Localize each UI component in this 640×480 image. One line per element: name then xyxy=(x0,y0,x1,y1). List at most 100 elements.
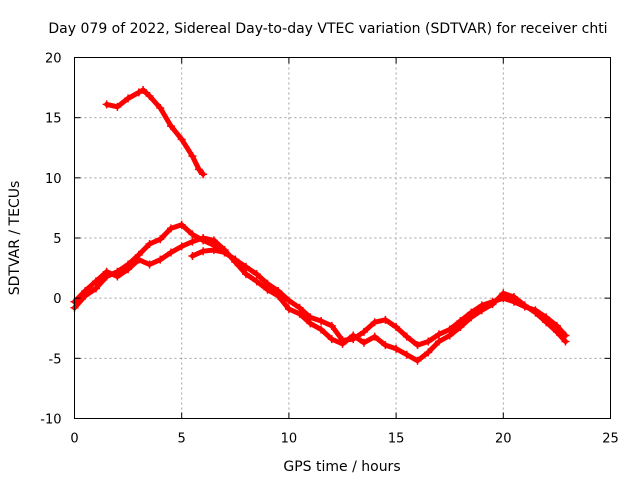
data-point xyxy=(445,331,454,340)
data-point xyxy=(434,337,443,346)
data-point xyxy=(306,319,315,328)
data-point xyxy=(166,122,175,131)
data-point xyxy=(402,350,411,359)
data-point xyxy=(263,285,272,294)
data-point xyxy=(284,304,293,313)
data-point xyxy=(166,224,175,233)
series-arc-4 xyxy=(188,246,240,264)
data-point xyxy=(102,267,111,276)
data-point xyxy=(413,341,422,350)
y-tick-label: 15 xyxy=(45,112,62,127)
chart-title: Day 079 of 2022, Sidereal Day-to-day VTE… xyxy=(48,21,607,37)
data-point xyxy=(359,338,368,347)
axis-ticks: 0 5 10 15 20 25 -10 -5 0 5 10 15 20 xyxy=(40,52,619,447)
y-tick-label: -10 xyxy=(40,413,61,428)
data-point xyxy=(242,262,251,271)
data-point xyxy=(456,323,465,332)
data-point xyxy=(477,306,486,315)
x-tick-label: 0 xyxy=(70,432,78,447)
data-point xyxy=(434,330,443,339)
data-point xyxy=(520,301,529,310)
data-point xyxy=(113,102,122,111)
data-point xyxy=(370,332,379,341)
data-point xyxy=(242,270,251,279)
data-point xyxy=(392,323,401,332)
data-point xyxy=(156,104,165,113)
data-point xyxy=(231,255,240,264)
data-point xyxy=(349,331,358,340)
data-point xyxy=(381,341,390,350)
data-point xyxy=(370,318,379,327)
data-point xyxy=(381,315,390,324)
data-point xyxy=(338,339,347,348)
x-tick-label: 20 xyxy=(495,432,512,447)
x-tick-label: 5 xyxy=(178,432,186,447)
data-point xyxy=(113,272,122,281)
data-point xyxy=(188,152,197,161)
y-tick-label: 0 xyxy=(53,292,61,307)
data-point xyxy=(359,327,368,336)
data-point xyxy=(424,337,433,346)
y-tick-label: -5 xyxy=(49,352,62,367)
data-point xyxy=(134,255,143,264)
data-point xyxy=(327,335,336,344)
data-point xyxy=(188,230,197,239)
x-tick-label: 15 xyxy=(388,432,405,447)
series-arc-1 xyxy=(102,85,208,179)
data-point xyxy=(392,344,401,353)
series-arc-3 xyxy=(70,234,570,365)
data-point xyxy=(145,260,154,269)
data-point xyxy=(188,252,197,261)
data-point xyxy=(327,321,336,330)
data-point xyxy=(561,337,570,346)
data-point xyxy=(145,240,154,249)
series-trace xyxy=(104,87,206,177)
data-point xyxy=(124,94,133,103)
data-point xyxy=(91,284,100,293)
data-point xyxy=(252,270,261,279)
grid xyxy=(74,57,611,419)
data-points xyxy=(70,85,570,365)
data-point xyxy=(177,242,186,251)
data-point xyxy=(81,286,90,295)
data-point xyxy=(274,291,283,300)
y-axis-label: SDTVAR / TECUs xyxy=(7,181,23,296)
data-point xyxy=(177,220,186,229)
data-point xyxy=(145,92,154,101)
x-axis-label: GPS time / hours xyxy=(283,459,400,475)
data-point xyxy=(424,348,433,357)
data-point xyxy=(199,234,208,242)
x-tick-label: 10 xyxy=(281,432,298,447)
data-point xyxy=(156,255,165,264)
data-point xyxy=(510,292,519,301)
y-tick-label: 20 xyxy=(45,52,62,67)
data-point xyxy=(402,332,411,341)
data-point xyxy=(209,246,218,255)
data-point xyxy=(156,235,165,244)
data-point xyxy=(413,356,422,365)
data-point xyxy=(295,309,304,318)
x-tick-label: 25 xyxy=(602,432,619,447)
data-point xyxy=(91,277,100,286)
data-point xyxy=(284,296,293,305)
data-point xyxy=(102,100,111,109)
data-point xyxy=(499,289,508,298)
data-point xyxy=(166,248,175,257)
data-point xyxy=(317,317,326,326)
data-point xyxy=(542,318,551,327)
data-point xyxy=(252,277,261,286)
data-point xyxy=(199,170,208,179)
data-point xyxy=(177,135,186,144)
data-point xyxy=(467,313,476,322)
data-point xyxy=(134,88,143,97)
data-point xyxy=(488,300,497,309)
data-point xyxy=(552,327,561,336)
data-point xyxy=(188,237,197,246)
data-point xyxy=(124,265,133,274)
data-point xyxy=(194,165,203,174)
y-tick-label: 5 xyxy=(53,232,61,247)
data-point xyxy=(317,325,326,334)
y-tick-label: 10 xyxy=(45,172,62,187)
data-point xyxy=(209,236,218,245)
